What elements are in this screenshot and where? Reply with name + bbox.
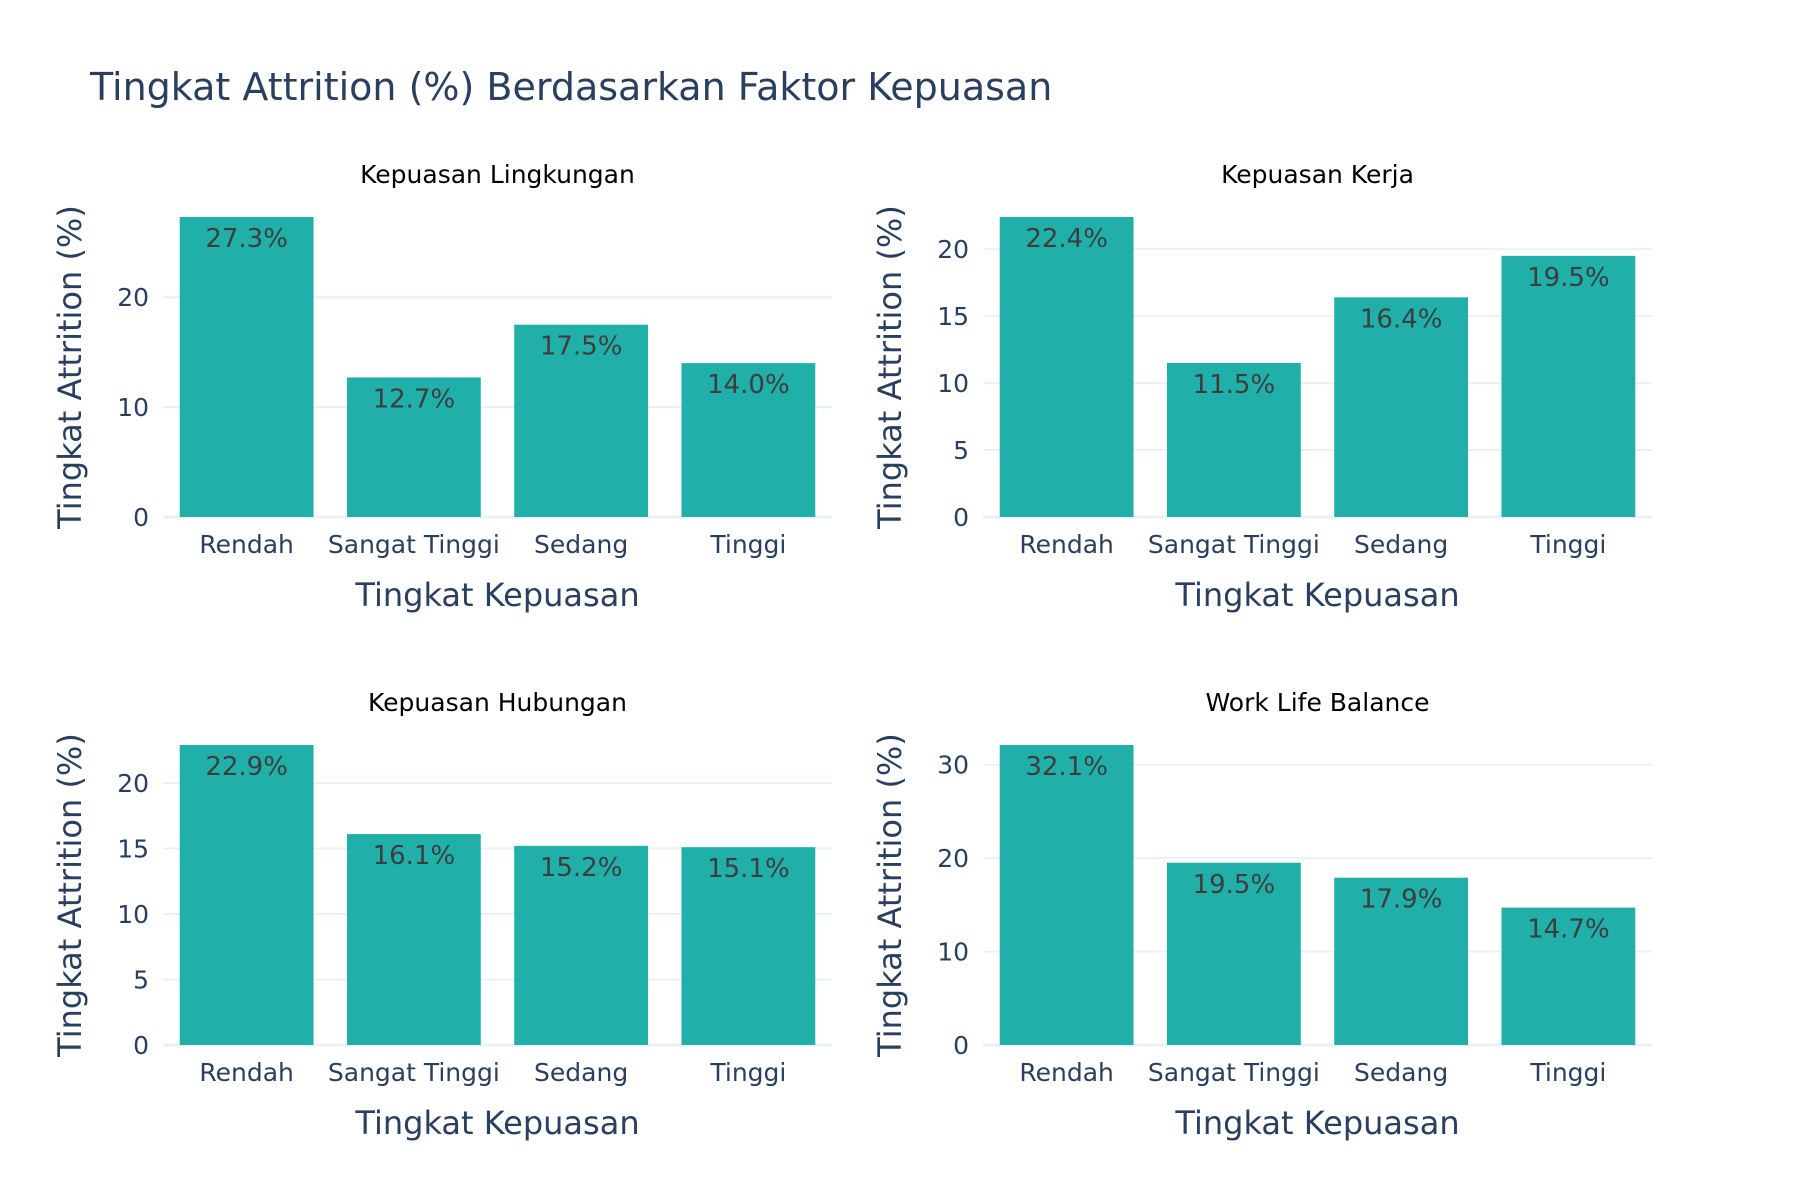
subplot-2: Kepuasan Kerja 0 5 10 15 20 22.4% Rendah 11.5% Sa… [871, 160, 1652, 614]
y-axis-title: Tingkat Attrition (%) [51, 733, 89, 1058]
x-tick-label: Tinggi [1529, 1058, 1606, 1087]
subplot-1: Kepuasan Lingkungan 0 10 20 27.3% Rendah 12.7%… [51, 160, 832, 614]
bar-sangat-tinggi [1166, 362, 1301, 517]
bar-sedang [514, 324, 649, 517]
x-axis-title: Tingkat Kepuasan [1174, 1104, 1459, 1142]
y-tick-label: 5 [133, 965, 149, 994]
y-tick-label: 0 [133, 1031, 149, 1060]
bar-sangat-tinggi [346, 834, 481, 1045]
bar-value-label: 17.5% [540, 332, 623, 362]
y-axis-title: Tingkat Attrition (%) [871, 205, 909, 530]
x-tick-label: Sedang [1354, 1058, 1448, 1087]
y-tick-label: 0 [953, 503, 969, 532]
bar-value-label: 14.7% [1527, 915, 1610, 945]
subplot-title: Kepuasan Lingkungan [360, 160, 635, 189]
bar-value-label: 16.4% [1360, 304, 1443, 334]
bar-tinggi [681, 847, 816, 1045]
bar-value-label: 14.0% [707, 370, 790, 400]
bar-tinggi [1501, 907, 1636, 1045]
bar-rendah [999, 745, 1134, 1045]
y-tick-label: 20 [937, 235, 969, 264]
x-tick-label: Sangat Tinggi [1148, 530, 1320, 559]
x-tick-label: Sedang [534, 1058, 628, 1087]
bar-sedang [1334, 877, 1469, 1045]
x-axis-title: Tingkat Kepuasan [1174, 576, 1459, 614]
bar-value-label: 17.9% [1360, 885, 1443, 915]
y-tick-label: 5 [953, 436, 969, 465]
bar-rendah [179, 745, 314, 1045]
y-tick-label: 20 [937, 844, 969, 873]
y-axis-title: Tingkat Attrition (%) [51, 205, 89, 530]
x-tick-label: Sedang [534, 530, 628, 559]
y-tick-label: 20 [117, 769, 149, 798]
x-axis-title: Tingkat Kepuasan [354, 576, 639, 614]
subplot-title: Kepuasan Hubungan [368, 688, 627, 717]
y-tick-label: 30 [937, 751, 969, 780]
x-tick-label: Rendah [199, 530, 294, 559]
x-tick-label: Tinggi [709, 530, 786, 559]
subplot-title: Kepuasan Kerja [1221, 160, 1414, 189]
bar-value-label: 11.5% [1193, 370, 1276, 400]
y-tick-label: 15 [117, 834, 149, 863]
x-axis-title: Tingkat Kepuasan [354, 1104, 639, 1142]
x-tick-label: Tinggi [1529, 530, 1606, 559]
bar-sedang [1334, 297, 1469, 517]
y-tick-label: 10 [937, 369, 969, 398]
x-tick-label: Sangat Tinggi [328, 530, 500, 559]
subplot-3: Kepuasan Hubungan 0 5 10 15 20 22.9% Rendah 16.1… [51, 688, 832, 1142]
bar-value-label: 19.5% [1193, 870, 1276, 900]
y-tick-label: 10 [117, 900, 149, 929]
subplot-title: Work Life Balance [1206, 688, 1430, 717]
x-tick-label: Sangat Tinggi [328, 1058, 500, 1087]
bar-tinggi [681, 363, 816, 517]
bar-sangat-tinggi [1166, 862, 1301, 1045]
bar-sangat-tinggi [346, 377, 481, 517]
x-tick-label: Tinggi [709, 1058, 786, 1087]
bar-tinggi [1501, 255, 1636, 517]
y-tick-label: 10 [937, 938, 969, 967]
subplots: Kepuasan Lingkungan 0 10 20 27.3% Rendah 12.7%… [51, 160, 1652, 1142]
x-tick-label: Sedang [1354, 530, 1448, 559]
y-tick-label: 0 [953, 1031, 969, 1060]
x-tick-label: Rendah [199, 1058, 294, 1087]
bar-value-label: 16.1% [373, 841, 456, 871]
bar-value-label: 22.9% [205, 752, 288, 782]
x-tick-label: Sangat Tinggi [1148, 1058, 1320, 1087]
y-tick-label: 10 [117, 393, 149, 422]
bar-value-label: 22.4% [1025, 224, 1108, 254]
main-title: Tingkat Attrition (%) Berdasarkan Faktor… [89, 65, 1052, 109]
y-axis-title: Tingkat Attrition (%) [871, 733, 909, 1058]
bar-rendah [179, 217, 314, 517]
bar-value-label: 12.7% [373, 384, 456, 414]
y-tick-label: 20 [117, 283, 149, 312]
x-tick-label: Rendah [1019, 1058, 1114, 1087]
bar-value-label: 27.3% [205, 224, 288, 254]
y-tick-label: 0 [133, 503, 149, 532]
y-tick-label: 15 [937, 302, 969, 331]
bar-value-label: 15.2% [540, 853, 623, 883]
subplot-4: Work Life Balance 0 10 20 30 32.1% Rendah 19.5%… [871, 688, 1652, 1142]
bar-sedang [514, 845, 649, 1045]
bar-value-label: 32.1% [1025, 752, 1108, 782]
bar-value-label: 15.1% [707, 854, 790, 884]
bar-rendah [999, 217, 1134, 517]
bar-value-label: 19.5% [1527, 263, 1610, 293]
x-tick-label: Rendah [1019, 530, 1114, 559]
